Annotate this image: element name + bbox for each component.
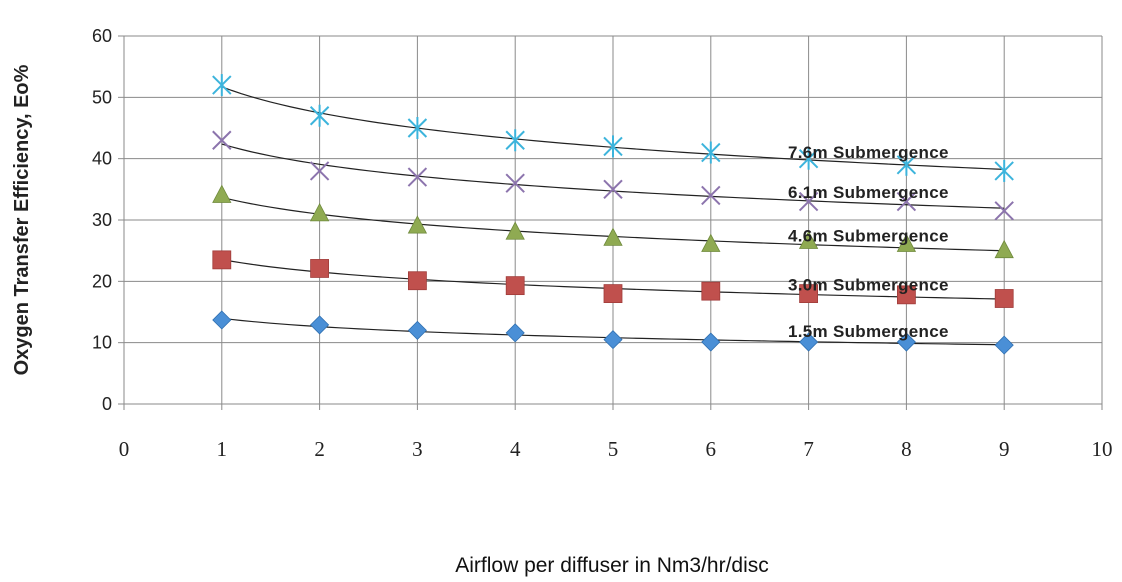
data-point-series-4 — [798, 147, 819, 170]
data-point-series-3 — [994, 201, 1014, 221]
series-annotation-3: 6.1m Submergence — [788, 183, 949, 202]
data-point-series-1 — [799, 284, 818, 304]
x-tick-label: 3 — [412, 437, 423, 461]
data-point-series-4 — [505, 129, 525, 152]
markers — [212, 74, 1014, 355]
data-point-series-4 — [407, 117, 428, 139]
series-annotation-1: 3.0m Submergence — [788, 276, 949, 295]
data-point-series-2 — [701, 233, 721, 252]
data-point-series-3 — [896, 191, 917, 212]
data-point-series-3 — [603, 179, 623, 200]
data-point-series-2 — [798, 230, 819, 249]
data-point-series-2 — [994, 239, 1014, 259]
y-tick-label: 20 — [92, 271, 112, 291]
x-tick-label: 4 — [510, 437, 521, 461]
data-point-series-3 — [309, 161, 330, 181]
series-annotations: 1.5m Submergence 3.0m Submergence 4.6m Sub… — [788, 143, 949, 341]
x-tick-label: 10 — [1092, 437, 1113, 461]
x-tick-label: 6 — [706, 437, 717, 461]
data-point-series-0 — [994, 335, 1014, 355]
data-point-series-1 — [603, 284, 623, 304]
data-point-series-3 — [701, 185, 721, 206]
series-annotation-4: 7.6m Submergence — [788, 143, 949, 162]
data-point-series-0 — [505, 323, 525, 343]
grid — [118, 35, 1103, 410]
data-point-series-2 — [212, 184, 232, 203]
data-point-series-1 — [505, 276, 525, 296]
x-tick-label: 0 — [119, 437, 130, 461]
data-point-series-0 — [212, 310, 232, 330]
y-tick-label: 50 — [92, 87, 112, 107]
x-tick-label: 8 — [901, 437, 912, 461]
data-point-series-2 — [309, 203, 330, 222]
data-point-series-2 — [505, 221, 525, 240]
y-tick-label: 40 — [92, 149, 112, 169]
data-point-series-1 — [212, 250, 232, 270]
y-tick-label: 30 — [92, 210, 112, 230]
series-annotation-0: 1.5m Submergence — [788, 322, 949, 341]
data-point-series-1 — [407, 271, 427, 291]
data-point-series-1 — [310, 259, 330, 278]
x-tick-label: 2 — [314, 437, 325, 461]
data-point-series-1 — [701, 281, 721, 301]
x-tick-label: 7 — [803, 437, 814, 461]
x-tick-label: 5 — [608, 437, 619, 461]
data-point-series-1 — [897, 285, 916, 305]
y-tick-label: 60 — [92, 26, 112, 46]
data-point-series-4 — [994, 159, 1014, 182]
data-point-series-3 — [798, 191, 819, 212]
data-point-series-4 — [896, 153, 917, 176]
y-tick-label: 0 — [102, 394, 112, 414]
x-tick-label: 9 — [999, 437, 1010, 461]
trendline-series-3 — [221, 143, 1005, 209]
data-point-series-2 — [603, 227, 623, 246]
y-axis-label: Oxygen Transfer Efficiency, Eo% — [11, 64, 33, 375]
data-point-series-3 — [407, 167, 428, 187]
data-point-series-0 — [310, 315, 330, 335]
x-axis-label: Airflow per diffuser in Nm3/hr/disc — [455, 554, 769, 577]
data-point-series-4 — [212, 74, 232, 97]
data-point-series-2 — [407, 215, 428, 234]
data-point-series-0 — [701, 332, 721, 352]
data-point-series-2 — [896, 233, 917, 252]
data-point-series-4 — [701, 141, 721, 164]
series-annotation-2: 4.6m Submergence — [788, 226, 949, 245]
data-point-series-0 — [896, 332, 916, 352]
data-point-series-0 — [407, 320, 427, 340]
tick-labels: 0 10 20 30 40 50 60 0 1 2 3 4 5 6 7 8 9 10 — [92, 26, 1113, 461]
data-point-series-1 — [994, 289, 1014, 308]
data-point-series-4 — [603, 135, 623, 158]
data-point-series-3 — [212, 130, 232, 150]
x-tick-label: 1 — [217, 437, 228, 461]
data-point-series-0 — [799, 332, 819, 352]
data-point-series-0 — [603, 330, 623, 350]
y-tick-label: 10 — [92, 333, 112, 353]
data-point-series-4 — [309, 104, 330, 127]
data-point-series-3 — [505, 173, 525, 193]
